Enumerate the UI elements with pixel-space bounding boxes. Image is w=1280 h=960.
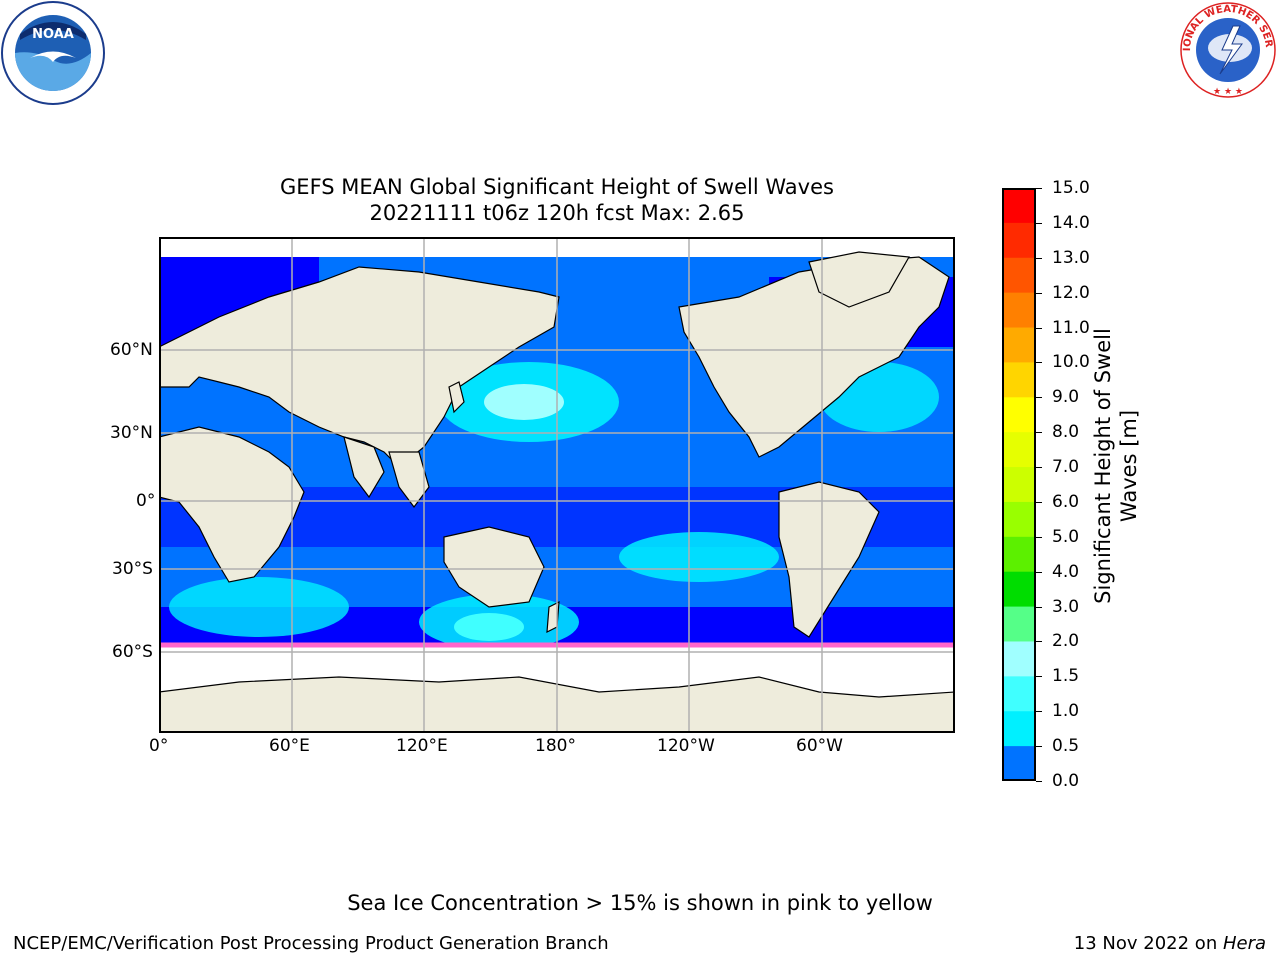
world-map — [159, 237, 955, 733]
colorbar-tick-label: 15.0 — [1052, 178, 1090, 198]
colorbar-tick-label: 0.5 — [1052, 736, 1080, 757]
colorbar-svg — [1002, 188, 1036, 782]
footer-date: 13 Nov 2022 on Hera — [1074, 933, 1266, 954]
land-south-america — [778, 481, 880, 638]
lat-tick-30n: 30°N — [110, 423, 153, 443]
colorbar-tick-label: 10.0 — [1052, 352, 1090, 373]
land-greenland — [808, 251, 910, 308]
map-frame — [159, 237, 955, 733]
colorbar-tick-mark — [1036, 362, 1042, 364]
colorbar-title-line1: Significant Height of Swell — [1091, 328, 1115, 604]
colorbar-segment — [1002, 432, 1036, 468]
gridlines — [160, 238, 954, 732]
colorbar-segment — [1002, 711, 1036, 747]
swell-southern-peak — [454, 613, 524, 641]
chart-subtitle: 20221111 t06z 120h fcst Max: 2.65 — [369, 201, 745, 225]
colorbar-tick-mark — [1036, 397, 1042, 399]
colorbar-tick-label: 6.0 — [1052, 491, 1080, 512]
colorbar-segment — [1002, 188, 1036, 224]
colorbar-tick-label: 5.0 — [1052, 526, 1080, 547]
colorbar-tick-label: 0.0 — [1052, 771, 1080, 791]
lon-tick-120e: 120°E — [396, 736, 448, 756]
land-australia — [443, 526, 545, 608]
colorbar-segment — [1002, 606, 1036, 642]
colorbar-tick-label: 13.0 — [1052, 247, 1090, 268]
colorbar-segment — [1002, 257, 1036, 294]
lon-tick-0: 0° — [149, 736, 169, 756]
colorbar-tick-mark — [1036, 676, 1042, 678]
colorbar-segment — [1002, 571, 1036, 608]
swell-south-pacific — [619, 532, 779, 582]
colorbar-tick-label: 8.0 — [1052, 422, 1080, 443]
colorbar-segment — [1002, 676, 1036, 712]
nws-logo: NATIONAL WEATHER SERVICE ★ ★ ★ — [1174, 0, 1278, 100]
colorbar-tick-label: 2.0 — [1052, 631, 1080, 652]
colorbar-tick-mark — [1036, 606, 1042, 608]
colorbar-segment — [1002, 222, 1036, 259]
lat-tick-30s: 30°S — [112, 559, 153, 579]
colorbar-tick-mark — [1036, 292, 1042, 294]
lon-tick-180: 180° — [535, 736, 576, 756]
colorbar-tick-label: 1.5 — [1052, 666, 1080, 687]
colorbar-title: Significant Height of Swell Waves [m] — [1090, 276, 1150, 656]
land-japan — [448, 381, 465, 414]
colorbar-tick-label: 7.0 — [1052, 457, 1080, 478]
colorbar-tick-label: 11.0 — [1052, 317, 1090, 338]
land-africa — [160, 426, 305, 583]
colorbar-tick-label: 9.0 — [1052, 387, 1080, 408]
colorbar-tick-mark — [1036, 222, 1042, 224]
colorbar-tick-mark — [1036, 327, 1042, 329]
colorbar-tick-mark — [1036, 781, 1042, 782]
swell-south-atlantic — [169, 577, 349, 637]
colorbar-segment — [1002, 362, 1036, 398]
colorbar-tick-mark — [1036, 641, 1042, 643]
footer-organization: NCEP/EMC/Verification Post Processing Pr… — [13, 933, 609, 954]
colorbar-tick-mark — [1036, 746, 1042, 748]
lat-tick-60s: 60°S — [112, 642, 153, 662]
sea-ice-note: Sea Ice Concentration > 15% is shown in … — [347, 891, 933, 915]
colorbar-tick-label: 12.0 — [1052, 282, 1090, 303]
colorbar-tick-label: 3.0 — [1052, 596, 1080, 617]
colorbar-tick-mark — [1036, 571, 1042, 573]
colorbar-tick-label: 4.0 — [1052, 561, 1080, 582]
colorbar — [1002, 188, 1036, 782]
colorbar-segment — [1002, 501, 1036, 538]
land-eurasia — [160, 266, 560, 468]
lon-tick-60e: 60°E — [269, 736, 310, 756]
colorbar-segment — [1002, 467, 1036, 503]
colorbar-segment — [1002, 536, 1036, 573]
colorbar-frame — [1002, 188, 1036, 781]
colorbar-tick-mark — [1036, 188, 1042, 189]
footer-machine: Hera — [1222, 933, 1266, 954]
colorbar-title-line2: Waves [m] — [1117, 409, 1141, 523]
colorbar-tick-mark — [1036, 467, 1042, 469]
svg-text:★ ★ ★: ★ ★ ★ — [1213, 87, 1243, 97]
land-se-asia — [388, 451, 430, 508]
colorbar-tick-mark — [1036, 257, 1042, 259]
noaa-logo: NOAA — [0, 0, 106, 106]
lon-tick-60w: 60°W — [796, 736, 843, 756]
colorbar-segment — [1002, 292, 1036, 329]
colorbar-tick-mark — [1036, 501, 1042, 503]
map-svg — [159, 237, 955, 733]
colorbar-segment — [1002, 397, 1036, 433]
colorbar-segment — [1002, 327, 1036, 363]
lat-tick-60n: 60°N — [110, 340, 153, 360]
colorbar-tick-mark — [1036, 536, 1042, 538]
land-india — [343, 436, 385, 499]
chart-title: GEFS MEAN Global Significant Height of S… — [280, 175, 834, 199]
colorbar-segment — [1002, 641, 1036, 677]
colorbar-segment — [1002, 746, 1036, 782]
lon-tick-120w: 120°W — [657, 736, 715, 756]
colorbar-tick-mark — [1036, 432, 1042, 434]
footer-date-text: 13 Nov 2022 on — [1073, 933, 1223, 954]
colorbar-tick-label: 1.0 — [1052, 701, 1080, 722]
swell-north-pacific-peak — [484, 384, 564, 420]
lat-tick-0: 0° — [136, 491, 156, 511]
colorbar-tick-mark — [1036, 711, 1042, 713]
svg-text:NOAA: NOAA — [32, 27, 74, 42]
colorbar-tick-label: 14.0 — [1052, 212, 1090, 233]
